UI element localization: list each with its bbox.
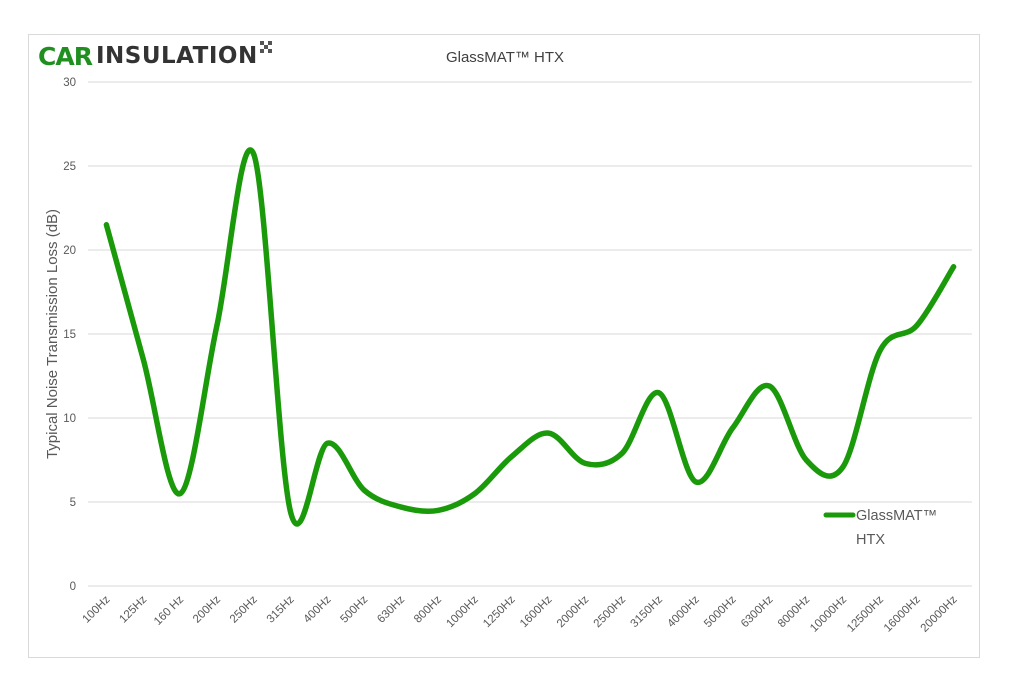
legend-label-line2: HTX: [856, 532, 885, 548]
y-axis-title: Typical Noise Transmission Loss (dB): [44, 209, 61, 459]
x-tick-label: 200Hz: [191, 593, 223, 625]
chart-frame: [28, 34, 980, 658]
logo-car-text: CAR: [38, 41, 93, 71]
x-axis-ticks: 100Hz 125Hz 160 Hz 200Hz 250Hz 315Hz 400Hz 500H…: [81, 593, 960, 634]
series-line: [103, 147, 957, 527]
data-point: [730, 425, 736, 431]
x-tick-label: 1000Hz: [444, 593, 481, 630]
y-tick-label: 30: [63, 77, 76, 89]
x-tick-label: 20000Hz: [919, 593, 960, 634]
data-point: [766, 383, 772, 389]
x-tick-label: 4000Hz: [665, 593, 702, 630]
y-tick-label: 5: [70, 497, 76, 509]
x-tick-label: 3150Hz: [629, 593, 666, 630]
x-tick-label: 125Hz: [117, 593, 149, 625]
x-tick-label: 5000Hz: [702, 593, 739, 630]
data-point: [398, 504, 404, 510]
data-point: [361, 487, 367, 493]
x-tick-label: 6300Hz: [739, 593, 776, 630]
data-point: [914, 323, 920, 329]
data-point: [177, 491, 183, 497]
data-point: [545, 430, 551, 436]
series-layer: [103, 147, 957, 527]
x-tick-label: 160 Hz: [152, 593, 186, 627]
y-tick-label: 20: [63, 245, 76, 257]
data-point: [140, 356, 146, 362]
data-point: [324, 440, 330, 446]
data-point: [288, 509, 294, 515]
x-tick-label: 500Hz: [338, 593, 370, 625]
data-point: [103, 222, 109, 228]
x-tick-label: 12500Hz: [845, 593, 886, 634]
logo-insulation-text: INSULATION: [95, 43, 258, 69]
data-point: [582, 460, 588, 466]
x-tick-label: 16000Hz: [882, 593, 923, 634]
x-tick-label: 1250Hz: [481, 593, 518, 630]
legend-label-line1: GlassMAT™: [856, 508, 937, 524]
x-tick-label: 1600Hz: [518, 593, 555, 630]
x-tick-label: 315Hz: [265, 593, 297, 625]
x-tick-label: 400Hz: [302, 593, 334, 625]
data-point: [656, 390, 662, 396]
x-tick-label: 8000Hz: [776, 593, 813, 630]
data-point: [619, 450, 625, 456]
x-tick-label: 2000Hz: [555, 593, 592, 630]
data-point: [693, 479, 699, 485]
data-point: [214, 323, 220, 329]
data-point: [877, 348, 883, 354]
data-point: [840, 464, 846, 470]
data-point: [951, 264, 957, 270]
data-point: [435, 507, 441, 513]
x-tick-label: 2500Hz: [592, 593, 629, 630]
checkered-flag-icon: [259, 41, 272, 53]
x-tick-label: 800Hz: [412, 593, 444, 625]
y-tick-label: 0: [70, 581, 76, 593]
y-tick-label: 25: [63, 161, 76, 173]
chart-title: GlassMAT™ HTX: [446, 49, 564, 66]
car-insulation-logo: CAR INSULATION: [38, 40, 274, 72]
x-tick-label: 10000Hz: [808, 593, 849, 634]
y-tick-label: 15: [63, 329, 76, 341]
y-tick-label: 10: [63, 413, 76, 425]
data-point: [472, 491, 478, 497]
data-point: [509, 454, 515, 460]
x-tick-label: 100Hz: [81, 593, 113, 625]
data-point: [251, 151, 257, 157]
y-axis-ticks: 0 5 10 15 20 25 30: [63, 77, 76, 593]
gridlines: [88, 81, 972, 587]
legend: GlassMAT™ HTX: [823, 508, 937, 548]
x-tick-label: 250Hz: [228, 593, 260, 625]
data-point: [803, 457, 809, 463]
x-tick-label: 630Hz: [375, 593, 407, 625]
